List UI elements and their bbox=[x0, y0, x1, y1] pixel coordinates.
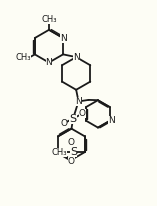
Text: O: O bbox=[68, 138, 75, 147]
Text: N: N bbox=[46, 58, 52, 67]
Text: CH₃: CH₃ bbox=[42, 15, 57, 24]
Text: N: N bbox=[73, 53, 80, 62]
Text: O: O bbox=[60, 119, 67, 128]
Text: CH₃: CH₃ bbox=[16, 53, 31, 62]
Text: S: S bbox=[70, 147, 77, 157]
Text: N: N bbox=[108, 116, 114, 125]
Text: N: N bbox=[75, 97, 82, 106]
Text: S: S bbox=[70, 114, 77, 124]
Text: O: O bbox=[68, 157, 75, 166]
Text: CH₃: CH₃ bbox=[51, 147, 67, 157]
Text: N: N bbox=[60, 34, 66, 42]
Text: O: O bbox=[79, 109, 86, 118]
